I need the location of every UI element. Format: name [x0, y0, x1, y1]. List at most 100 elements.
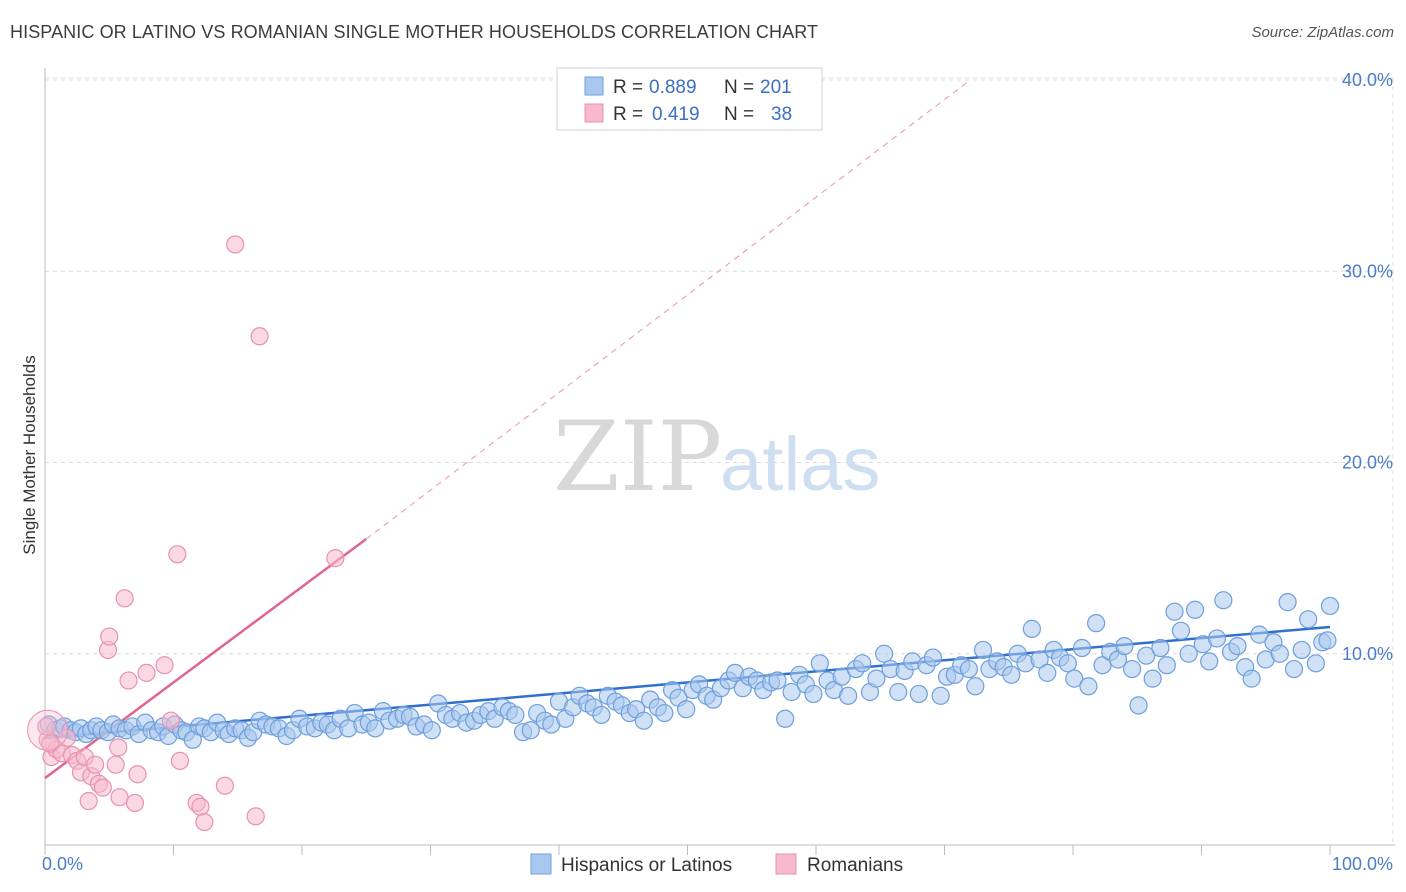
hispanic-point-165	[1157, 656, 1176, 675]
hispanic-point-160	[1123, 659, 1142, 679]
romanian-point-27	[170, 751, 190, 770]
romanian-point-18	[110, 788, 129, 807]
hispanic-point-151	[1058, 654, 1077, 673]
hispanic-point-169	[1185, 600, 1205, 619]
hispanic-point-163	[1143, 669, 1162, 688]
hispanic-point-112	[782, 682, 801, 702]
romanian-point-26	[168, 545, 187, 564]
hispanic-point-177	[1242, 669, 1261, 688]
hispanic-point-189	[1318, 631, 1337, 650]
hispanic-point-146	[1022, 619, 1041, 638]
hispanic-point-133	[931, 686, 950, 705]
bottom-legend-swatch-hispanic	[530, 853, 552, 875]
hispanic-point-111	[776, 709, 795, 728]
hispanic-point-124	[867, 669, 886, 688]
y-axis-label: Single Mother Households	[20, 355, 39, 554]
romanian-point-29	[191, 797, 210, 816]
romanian-point-23	[137, 663, 156, 682]
legend-n-label-2: N =	[724, 104, 754, 125]
hispanic-point-91	[634, 711, 653, 730]
hispanic-point-167	[1171, 621, 1191, 640]
hispanic-point-162	[1137, 646, 1156, 665]
legend-r-value-2: 0.419	[652, 104, 700, 125]
hispanic-point-173	[1214, 591, 1233, 610]
hispanic-point-178	[1250, 625, 1269, 644]
hispanic-point-53	[366, 719, 385, 738]
y-axis-label-group: Single Mother Households	[20, 355, 39, 554]
bottom-legend-label-romanian: Romanians	[807, 855, 903, 876]
bottom-legend-swatch-romanian	[775, 853, 797, 875]
hispanic-point-164	[1151, 638, 1170, 658]
x-tick-label-0: 0.0%	[42, 854, 83, 874]
romanian-point-15	[100, 627, 119, 646]
data-points	[27, 235, 1340, 832]
romanian-point-19	[115, 589, 134, 608]
romanian-point-24	[155, 656, 174, 675]
hispanic-point-61	[422, 721, 441, 740]
romanian-trend-extension	[365, 79, 971, 540]
hispanic-point-119	[832, 667, 851, 686]
source-label: Source: ZipAtlas.com	[1251, 24, 1394, 41]
hispanic-point-127	[889, 682, 908, 702]
legend-n-value-1: 201	[760, 77, 792, 98]
legend-n-label-1: N =	[724, 77, 754, 98]
y-tick-label-1: 20.0%	[1342, 453, 1393, 473]
romanian-point-31	[215, 776, 234, 795]
legend-n-value-2: 38	[771, 104, 792, 125]
y-tick-label-2: 30.0%	[1342, 261, 1393, 281]
hispanic-point-166	[1165, 602, 1184, 621]
hispanic-point-152	[1065, 669, 1084, 688]
romanian-point-20	[119, 671, 138, 690]
romanian-point-21	[125, 793, 145, 813]
y-tick-label-0: 10.0%	[1342, 644, 1393, 664]
hispanic-point-181	[1270, 644, 1289, 663]
romanian-point-35	[326, 549, 345, 568]
hispanic-point-168	[1179, 644, 1198, 663]
axes: 10.0% 20.0% 30.0% 40.0% 0.0% 100.0%	[42, 68, 1395, 874]
romanian-point-22	[128, 765, 147, 784]
bottom-legend-label-hispanic: Hispanics or Latinos	[561, 855, 732, 876]
y-tick-label-3: 40.0%	[1342, 70, 1393, 90]
hispanic-point-75	[521, 721, 540, 740]
romanian-point-32	[226, 235, 245, 254]
chart-title: HISPANIC OR LATINO VS ROMANIAN SINGLE MO…	[10, 22, 819, 42]
hispanic-point-132	[923, 648, 943, 667]
hispanic-point-184	[1292, 640, 1311, 660]
romanian-point-36	[37, 717, 56, 736]
hispanic-point-137	[959, 659, 979, 679]
hispanic-point-182	[1278, 593, 1297, 612]
hispanic-point-122	[853, 654, 872, 673]
legend-swatch-pink	[584, 103, 604, 123]
romanian-point-30	[195, 812, 214, 832]
romanian-point-4	[57, 728, 76, 748]
hispanic-point-139	[973, 640, 993, 660]
hispanic-point-97	[677, 700, 696, 719]
hispanic-point-185	[1299, 610, 1318, 629]
legend-swatch-blue	[584, 76, 604, 96]
romanian-point-16	[106, 755, 125, 774]
hispanic-point-161	[1129, 696, 1148, 715]
hispanic-point-159	[1115, 636, 1134, 656]
romanian-point-large	[27, 709, 69, 751]
legend-r-label-1: R =	[613, 77, 643, 98]
series-legend: Hispanics or Latinos Romanians	[530, 853, 903, 876]
hispanic-point-153	[1072, 638, 1092, 658]
hispanic-point-116	[810, 654, 829, 673]
stats-legend: R = 0.889 N = 201 R = 0.419 N = 38	[556, 67, 823, 131]
romanian-point-33	[246, 807, 265, 826]
x-tick-label-1: 100.0%	[1332, 854, 1393, 874]
hispanic-point-183	[1284, 659, 1304, 679]
romanian-trend-line	[44, 537, 367, 780]
hispanic-point-154	[1079, 677, 1098, 696]
hispanic-point-138	[966, 677, 985, 696]
watermark-atlas: atlas	[720, 422, 881, 507]
romanian-point-17	[109, 738, 128, 757]
watermark-zip: ZIP	[553, 401, 722, 513]
watermark: ZIP atlas	[553, 401, 881, 513]
hispanic-point-171	[1200, 652, 1219, 671]
romanian-point-9	[79, 791, 98, 811]
hispanic-point-94	[655, 703, 674, 723]
hispanic-point-73	[506, 705, 525, 725]
hispanic-point-130	[909, 684, 928, 704]
